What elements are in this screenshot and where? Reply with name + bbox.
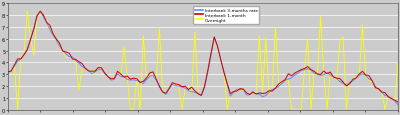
Legend: Interbank 3-months rate, Interbank 1-month, Overnight: Interbank 3-months rate, Interbank 1-mon… (194, 7, 260, 24)
